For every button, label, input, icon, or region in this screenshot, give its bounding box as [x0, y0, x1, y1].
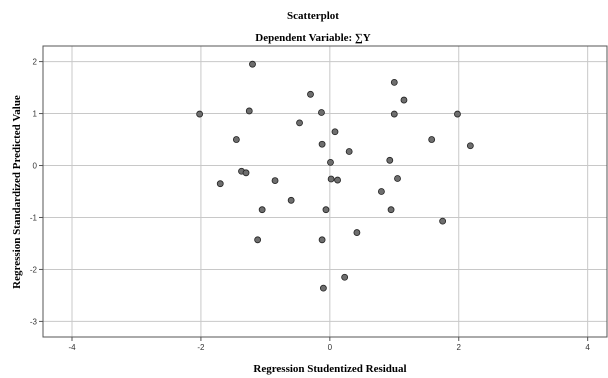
scatter-point — [196, 110, 204, 118]
y-axis-ticks: -3 -2 -1 0 1 2 — [30, 58, 43, 326]
y-tick-label: 2 — [33, 58, 38, 67]
scatter-point — [400, 96, 408, 104]
scatter-point — [331, 128, 339, 136]
scatter-point — [307, 90, 314, 98]
x-axis-label: Regression Studentized Residual — [253, 363, 406, 375]
y-tick-label: -3 — [30, 317, 38, 326]
scatter-point — [287, 196, 295, 204]
x-axis-ticks: -4 -2 0 2 4 — [68, 337, 590, 352]
scatter-point — [341, 273, 349, 281]
scatter-point — [232, 136, 240, 143]
data-points — [196, 60, 474, 292]
scatter-point — [377, 188, 385, 195]
scatter-point — [245, 107, 253, 115]
y-tick-label: -1 — [30, 213, 38, 222]
scatter-point — [322, 206, 330, 214]
plot-frame — [42, 45, 608, 338]
y-tick-label: -2 — [30, 265, 38, 274]
scatter-point — [318, 236, 326, 244]
scatter-point — [387, 206, 395, 214]
x-tick-label: 4 — [585, 343, 590, 352]
scatter-point — [258, 206, 266, 214]
scatter-point — [386, 156, 394, 164]
scatter-point — [345, 148, 353, 155]
scatter-point — [216, 180, 224, 188]
scatter-point — [271, 177, 279, 184]
scatter-point — [454, 110, 461, 118]
scatter-point — [254, 236, 262, 244]
y-axis-label: Regression Standardized Predicted Value — [11, 95, 23, 289]
scatter-point — [334, 176, 341, 184]
scatter-point — [466, 142, 474, 150]
scatter-point — [318, 109, 325, 116]
scatter-point — [327, 158, 334, 166]
scatter-point — [242, 169, 250, 177]
scatter-point — [327, 175, 335, 183]
chart-subtitle: Dependent Variable: ∑Y — [255, 32, 370, 44]
scatter-point — [319, 284, 327, 292]
y-tick-label: 1 — [33, 110, 38, 119]
x-tick-label: -2 — [197, 343, 205, 352]
scatter-point — [428, 136, 436, 143]
x-tick-label: 2 — [457, 343, 462, 352]
scatter-point — [353, 229, 361, 236]
chart-title: Scatterplot — [287, 10, 339, 22]
scatter-point — [439, 217, 447, 225]
scatter-point — [249, 60, 256, 68]
scatter-point — [296, 119, 303, 127]
y-tick-label: 0 — [33, 162, 38, 171]
scatter-point — [390, 110, 398, 118]
scatter-point — [394, 175, 401, 182]
x-tick-label: -4 — [68, 343, 76, 352]
scatter-point — [390, 78, 398, 86]
scatter-point — [318, 140, 326, 148]
x-tick-label: 0 — [328, 343, 333, 352]
grid-lines — [43, 46, 607, 337]
